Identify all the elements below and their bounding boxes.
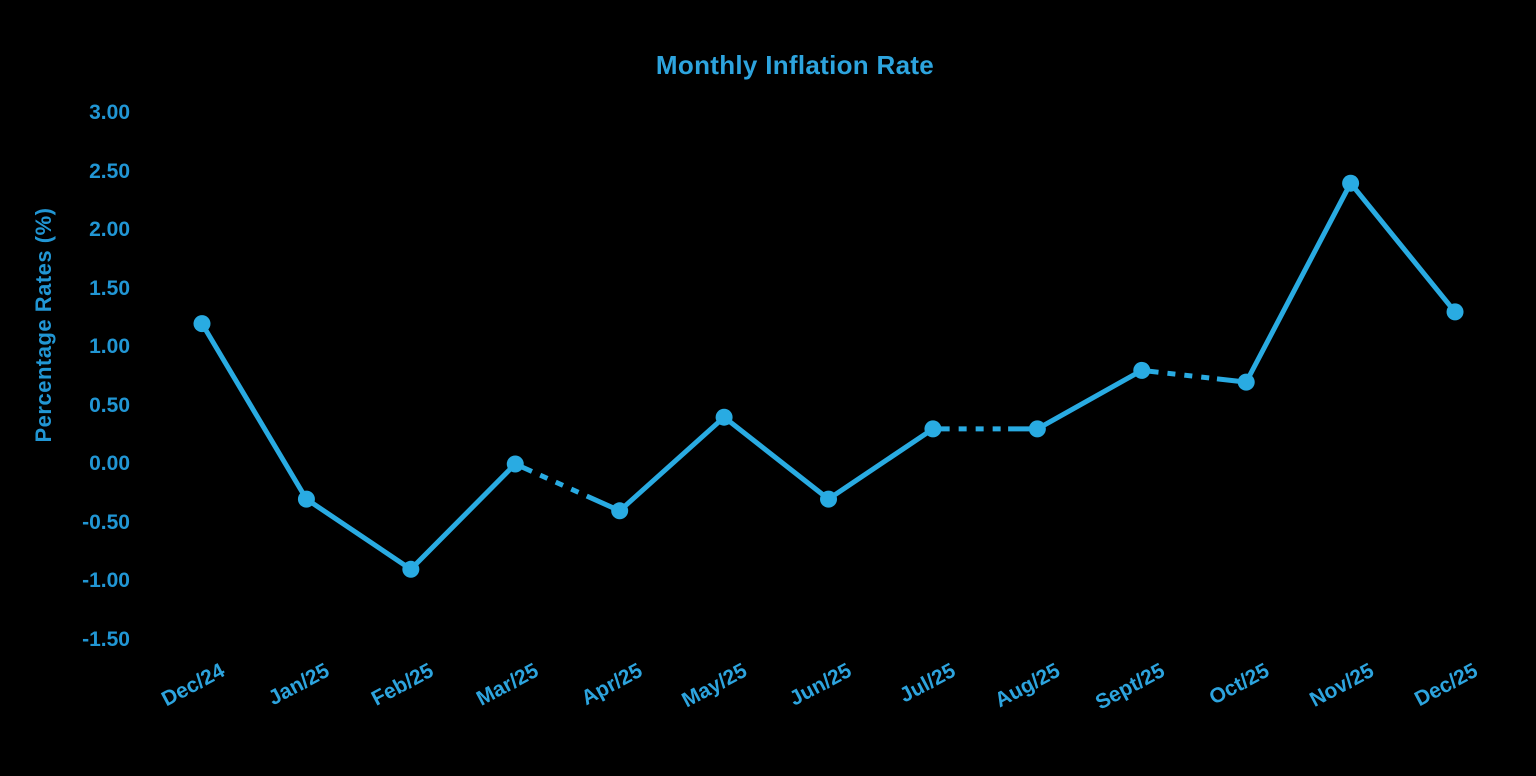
data-point-Jul/25 xyxy=(924,420,942,438)
data-point-Aug/25 xyxy=(1028,420,1046,438)
inflation-line xyxy=(199,180,1458,572)
data-point-Jun/25 xyxy=(820,490,838,508)
data-point-Jan/25 xyxy=(297,490,315,508)
y-tick-label: -0.50 xyxy=(82,510,130,534)
data-point-Oct/25 xyxy=(1237,373,1255,391)
data-point-Apr/25 xyxy=(611,502,629,520)
data-point-Feb/25 xyxy=(402,560,420,578)
y-tick-label: 2.50 xyxy=(89,159,130,183)
y-tick-label: 1.50 xyxy=(89,276,130,300)
y-tick-label: 2.00 xyxy=(89,218,130,241)
y-tick-label: -1.00 xyxy=(82,569,130,592)
data-point-Sept/25 xyxy=(1133,361,1151,379)
y-tick-label: -1.50 xyxy=(82,627,130,651)
y-tick-label: 0.00 xyxy=(89,452,130,475)
y-tick-label: 0.50 xyxy=(89,393,130,417)
data-point-Nov/25 xyxy=(1342,174,1360,192)
data-point-Mar/25 xyxy=(506,455,524,473)
chart-title: Monthly Inflation Rate xyxy=(655,50,935,80)
data-point-Dec/24 xyxy=(193,315,211,333)
data-point-Dec/25 xyxy=(1446,303,1464,321)
data-point-May/25 xyxy=(715,408,733,426)
y-tick-label: 1.00 xyxy=(89,335,130,358)
y-tick-label: 3.00 xyxy=(89,101,130,124)
occluded-label-gap xyxy=(530,468,592,501)
